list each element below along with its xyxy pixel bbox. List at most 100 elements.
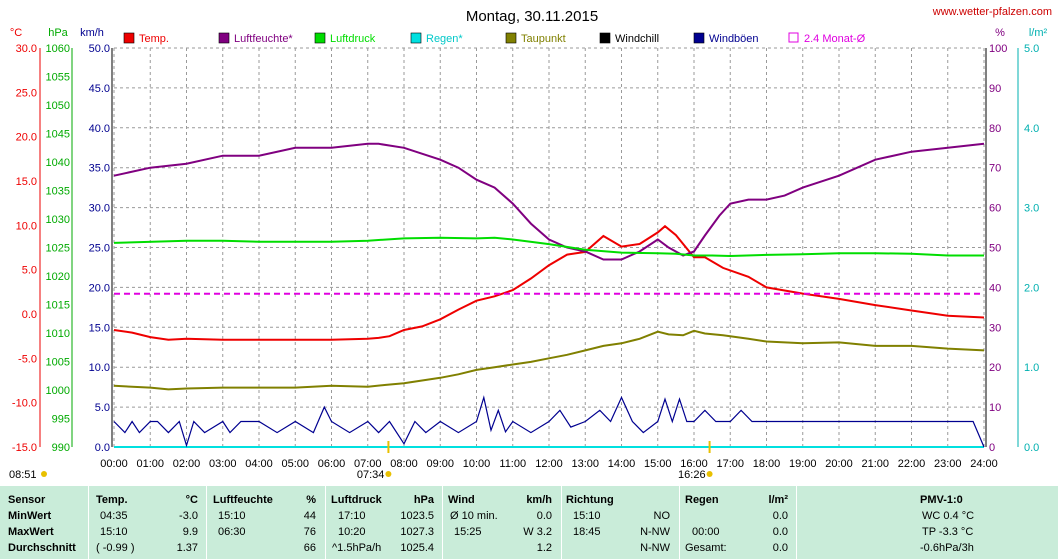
wind-tick-label: 0.0	[95, 442, 110, 454]
x-tick-label: 16:00	[680, 458, 708, 470]
temp-max-value: 9.9	[182, 526, 198, 538]
humidity-avg-value: 66	[303, 542, 316, 554]
series-line	[113, 236, 984, 258]
rain-tick-label: 2.0	[1024, 282, 1039, 294]
humidity-tick-label: 40	[989, 282, 1001, 294]
legend-label: Windchill	[615, 33, 659, 45]
x-tick-label: 19:00	[789, 458, 817, 470]
legend-label: Luftdruck	[330, 33, 376, 45]
humidity-min-time: 15:10	[218, 510, 246, 522]
wind-tick-label: 35.0	[89, 163, 110, 175]
pressure-max-value: 1027.3	[400, 526, 434, 538]
legend-label: Temp.	[139, 33, 169, 45]
legend-swatch	[693, 32, 705, 44]
legend-swatch	[314, 32, 326, 44]
x-tick-label: 11:00	[499, 458, 526, 470]
wind-axis-unit: km/h	[80, 27, 104, 39]
weather-chart: Montag, 30.11.2015 www.wetter-pfalzen.co…	[9, 6, 1052, 481]
pressure-tick-label: 1035	[46, 186, 70, 198]
rain-tick-label: 3.0	[1024, 203, 1039, 215]
pmv-pressure-trend: -0.6hPa/3h	[920, 542, 974, 554]
divider	[679, 486, 680, 559]
humidity-unit: %	[306, 494, 316, 506]
x-tick-label: 05:00	[281, 458, 309, 470]
direction-avg-value: N-NW	[640, 542, 670, 554]
wind-avg10-label: Ø 10 min.	[450, 510, 498, 522]
wind-tick-label: 30.0	[89, 203, 110, 215]
pressure-min-time: 17:10	[338, 510, 366, 522]
time-marker-label: 16:26	[678, 469, 706, 481]
time-marker-label: 07:34	[357, 469, 385, 481]
temp-min-time: 04:35	[100, 510, 128, 522]
x-tick-label: 22:00	[898, 458, 926, 470]
divider	[88, 486, 89, 559]
series-line	[113, 329, 985, 391]
rain-axis-unit: l/m²	[1029, 27, 1048, 39]
sun-marker-icon	[385, 471, 392, 477]
rain-tick-label: 1.0	[1024, 362, 1039, 374]
temp-tick-label: -15.0	[12, 442, 37, 454]
legend-swatch	[410, 32, 422, 44]
x-tick-label: 12:00	[535, 458, 563, 470]
legend-swatch	[505, 32, 517, 44]
humidity-tick-label: 10	[989, 402, 1001, 414]
humidity-tick-label: 20	[989, 362, 1001, 374]
rain-tick-label: 0.0	[1024, 442, 1039, 454]
pmv-dewpoint: TP -3.3 °C	[922, 526, 974, 538]
humidity-tick-label: 60	[989, 203, 1001, 215]
temp-axis-unit: °C	[10, 27, 22, 39]
pressure-trend: ^1.5hPa/h	[332, 542, 382, 554]
sun-marker-icon	[706, 471, 713, 477]
humidity-header: Luftfeuchte	[213, 494, 273, 506]
pressure-tick-label: 1060	[46, 43, 70, 55]
wind-avg-value: 1.2	[536, 542, 552, 554]
temp-header: Temp.	[96, 494, 128, 506]
direction-min-value: NO	[653, 510, 671, 522]
pressure-min-value: 1023.5	[400, 510, 434, 522]
pmv-header: PMV-1:0	[920, 494, 963, 506]
pressure-tick-label: 990	[52, 442, 70, 454]
legend-swatch	[599, 32, 611, 44]
axis-ticks: 30.0 25.0 20.0 15.0 10.0 5.0 0.0 -5.0 -10.0 -15.0…	[12, 43, 1039, 470]
x-tick-label: 01:00	[136, 458, 164, 470]
legend-label: 2.4 Monat-Ø	[804, 33, 866, 45]
x-tick-label: 10:00	[463, 458, 491, 470]
pressure-tick-label: 995	[52, 414, 70, 426]
direction-max-time: 18:45	[573, 526, 601, 538]
legend-swatch	[788, 32, 799, 43]
humidity-tick-label: 80	[989, 123, 1001, 135]
chart-title: Montag, 30.11.2015	[466, 8, 598, 25]
legend-label: Taupunkt	[521, 33, 566, 45]
pressure-axis-unit: hPa	[48, 27, 68, 39]
x-tick-label: 24:00	[970, 458, 998, 470]
pressure-header: Luftdruck	[331, 494, 382, 506]
rain-total-label: Gesamt:	[685, 542, 727, 554]
direction-header: Richtung	[566, 494, 614, 506]
pressure-tick-label: 1000	[46, 385, 70, 397]
pmv-windchill: WC 0.4 °C	[922, 510, 975, 522]
temp-tick-label: 0.0	[22, 309, 37, 321]
wind-tick-label: 40.0	[89, 123, 110, 135]
pressure-tick-label: 1055	[46, 72, 70, 84]
wind-unit: km/h	[526, 494, 552, 506]
temp-tick-label: 15.0	[16, 176, 37, 188]
temp-tick-label: 30.0	[16, 43, 37, 55]
legend-swatch	[218, 32, 230, 44]
humidity-min-value: 44	[303, 510, 316, 522]
x-tick-label: 03:00	[209, 458, 237, 470]
pressure-tick-label: 1020	[46, 271, 70, 283]
humidity-tick-label: 90	[989, 83, 1001, 95]
humidity-tick-label: 0	[989, 442, 995, 454]
wind-max-value: W 3.2	[523, 526, 552, 538]
legend-label: Regen*	[426, 33, 463, 45]
pressure-tick-label: 1025	[46, 243, 70, 255]
x-tick-label: 13:00	[571, 458, 599, 470]
temp-avg-value: 1.37	[176, 542, 198, 554]
humidity-max-time: 06:30	[218, 526, 246, 538]
rain-r2-value: 0.0	[772, 526, 788, 538]
series-line	[113, 395, 985, 448]
humidity-tick-label: 30	[989, 322, 1001, 334]
website-label: www.wetter-pfalzen.com	[932, 6, 1052, 18]
x-tick-label: 23:00	[934, 458, 962, 470]
x-tick-label: 14:00	[608, 458, 636, 470]
